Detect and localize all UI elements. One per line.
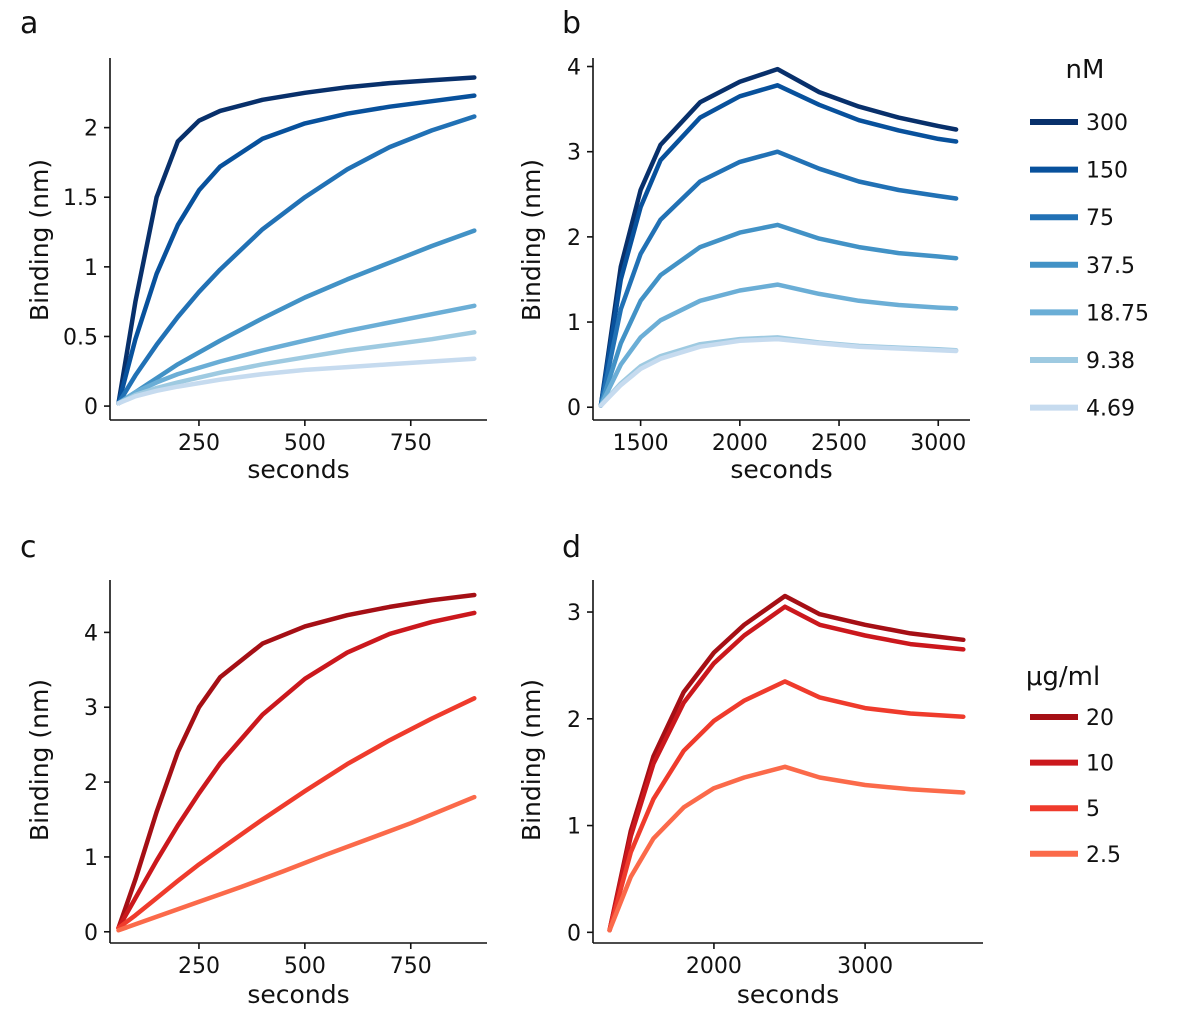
y-axis-title: Binding (nm) (517, 679, 546, 841)
y-tick-label: 0 (84, 395, 98, 420)
panel-label: b (562, 6, 581, 41)
x-axis-title: seconds (247, 455, 349, 484)
y-tick-label: 1.5 (63, 186, 98, 211)
legend-label: 300 (1086, 111, 1128, 136)
y-axis-title: Binding (nm) (25, 159, 54, 321)
series-line-37-5 (116, 228, 477, 406)
series-line-75 (598, 149, 959, 408)
legend-label: 75 (1086, 206, 1114, 231)
x-tick-label: 250 (178, 431, 220, 456)
series-line-9-38 (116, 330, 477, 406)
series-line-75 (116, 114, 477, 406)
legend-d: μg/ml 20 10 5 2.5 (1026, 662, 1121, 868)
y-tick-label: 0 (567, 921, 581, 946)
x-axis-title: seconds (737, 980, 839, 1009)
series-line-2-5 (116, 794, 477, 933)
legend-b: nM 300 150 75 37.5 18.75 9.38 4.69 (1030, 55, 1149, 422)
y-tick-label: 1 (567, 311, 581, 336)
legend-label: 10 (1086, 752, 1114, 777)
panel-b: b 1500 2000 2500 3000 0 1 2 3 4 seconds Binding (nm… (517, 6, 970, 484)
legend-title: μg/ml (1026, 662, 1100, 692)
series-line-150 (116, 93, 477, 406)
y-tick-label: 2 (84, 117, 98, 142)
panel-d: d 2000 3000 0 1 2 3 seconds Binding (nm) (517, 530, 983, 1009)
series-line-300 (598, 66, 959, 408)
x-tick-label: 3000 (837, 954, 893, 979)
series-line-20 (116, 592, 477, 931)
panel-c: c 250 500 750 0 1 2 3 4 seconds Binding (nm) (20, 530, 487, 1009)
series-line-10 (116, 610, 477, 931)
legend-label: 20 (1086, 706, 1114, 731)
y-tick-label: 2 (84, 771, 98, 796)
y-tick-label: 2 (567, 708, 581, 733)
y-tick-label: 1 (84, 256, 98, 281)
legend-title: nM (1066, 55, 1105, 85)
y-tick-label: 1 (567, 815, 581, 840)
series-line-18-75 (598, 282, 959, 408)
y-axis-title: Binding (nm) (25, 679, 54, 841)
panel-a: a 250 500 750 0 0.5 1 1.5 2 seconds Binding (nm) (20, 6, 487, 484)
y-tick-label: 2 (567, 226, 581, 251)
x-axis-title: seconds (730, 455, 832, 484)
x-tick-label: 750 (390, 954, 432, 979)
series-line-150 (598, 83, 959, 408)
series-line-4-69 (598, 336, 959, 408)
y-tick-label: 3 (567, 601, 581, 626)
x-tick-label: 1500 (613, 431, 669, 456)
panel-label: c (20, 530, 37, 565)
y-tick-label: 0.5 (63, 325, 98, 350)
y-tick-label: 0 (567, 396, 581, 421)
series-line-5 (116, 696, 477, 931)
x-tick-label: 2000 (712, 431, 768, 456)
x-tick-label: 750 (390, 431, 432, 456)
x-tick-label: 2000 (686, 954, 742, 979)
legend-label: 2.5 (1086, 843, 1121, 868)
legend-label: 9.38 (1086, 349, 1135, 374)
series-line-4-69 (116, 356, 477, 406)
series-line-18-75 (116, 303, 477, 406)
series-line-2-5 (607, 764, 966, 933)
y-tick-label: 0 (84, 921, 98, 946)
x-axis-title: seconds (247, 980, 349, 1009)
legend-label: 37.5 (1086, 254, 1135, 279)
x-tick-label: 250 (178, 954, 220, 979)
x-tick-label: 3000 (910, 431, 966, 456)
series-line-10 (607, 604, 966, 933)
x-tick-label: 500 (284, 431, 326, 456)
legend-label: 18.75 (1086, 301, 1149, 326)
x-tick-label: 500 (284, 954, 326, 979)
legend-label: 5 (1086, 797, 1100, 822)
y-tick-label: 1 (84, 846, 98, 871)
x-tick-label: 2500 (811, 431, 867, 456)
y-tick-label: 3 (567, 141, 581, 166)
panel-label: a (20, 6, 38, 41)
legend-label: 4.69 (1086, 397, 1135, 422)
y-tick-label: 4 (567, 56, 581, 81)
series-line-300 (116, 75, 477, 406)
series-line-37-5 (598, 222, 959, 408)
legend-label: 150 (1086, 159, 1128, 184)
panel-label: d (562, 530, 581, 565)
series-line-5 (607, 679, 966, 933)
y-tick-label: 4 (84, 621, 98, 646)
y-axis-title: Binding (nm) (517, 159, 546, 321)
y-tick-label: 3 (84, 696, 98, 721)
